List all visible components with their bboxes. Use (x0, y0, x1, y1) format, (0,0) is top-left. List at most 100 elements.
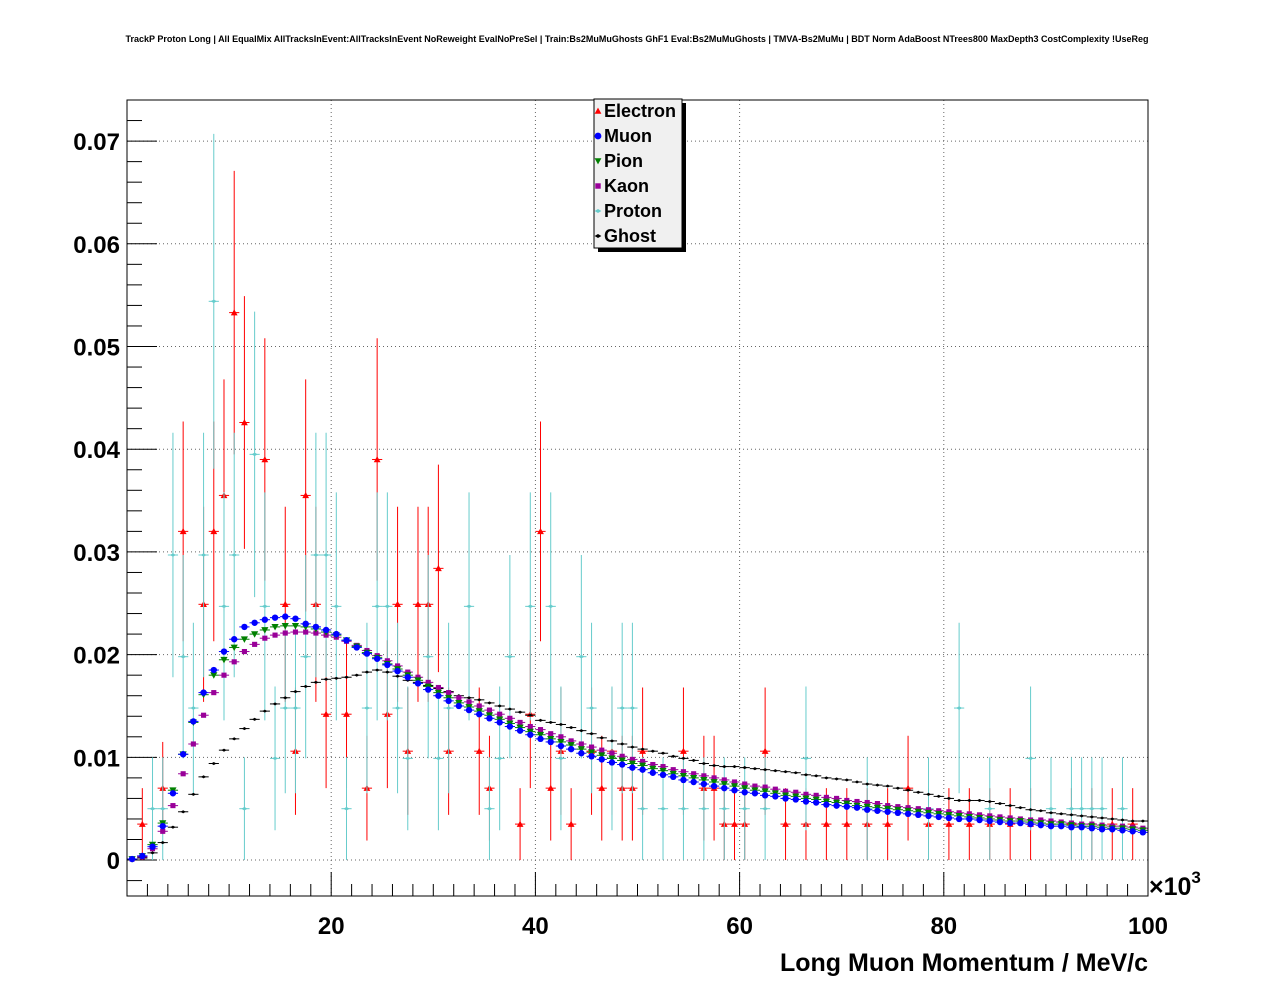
legend-marker (594, 208, 602, 214)
muon-point (351, 644, 362, 651)
proton-point (954, 622, 965, 794)
ghost-point (1066, 813, 1077, 817)
ghost-point (708, 763, 720, 768)
proton-point (331, 492, 342, 721)
ghost-point (188, 792, 199, 796)
muon-point (964, 815, 975, 823)
ghost-point (1086, 815, 1097, 819)
proton-point (382, 492, 393, 721)
muon-point (617, 761, 628, 768)
kaon-point (872, 801, 883, 807)
ghost-point (770, 769, 781, 773)
ghost-point (637, 747, 648, 751)
kaon-point (402, 669, 413, 675)
muon-point (208, 666, 219, 674)
kaon-point (1045, 818, 1057, 824)
ghost-point (617, 742, 628, 746)
muon-point (341, 637, 352, 644)
pion-point (280, 622, 291, 630)
kaon-point (535, 727, 546, 733)
muon-point (729, 787, 740, 794)
muon-point (198, 689, 209, 696)
muon-point (831, 802, 842, 809)
ghost-point (1096, 816, 1108, 820)
muon-point (1137, 829, 1148, 836)
y-tick-label: 0.03 (73, 540, 120, 567)
kaon-point (382, 658, 393, 664)
ghost-point (392, 674, 403, 678)
kaon-point (974, 812, 985, 818)
proton-point (1117, 757, 1128, 861)
proton-point (167, 432, 179, 678)
series-pion (127, 622, 1148, 863)
ghost-point (811, 774, 822, 778)
kaon-point (198, 712, 209, 718)
muon-point (1066, 823, 1077, 831)
muon-point (923, 812, 934, 820)
pion-point (239, 636, 250, 643)
pion-point (586, 749, 597, 756)
kaon-point (923, 807, 934, 813)
ghost-point (1015, 806, 1026, 810)
kaon-point (453, 695, 464, 701)
muon-point (535, 735, 546, 743)
muon-point (739, 789, 750, 796)
axes: 20 40 60 80 100 0 0.01 0.02 0.03 0.04 0.05 0.06 0.07 (73, 120, 1168, 940)
legend-label: Electron (604, 101, 676, 121)
muon-point (1045, 822, 1057, 830)
kaon-point (229, 659, 240, 665)
pion-point (729, 783, 740, 790)
kaon-point (964, 811, 975, 817)
proton-point (576, 555, 587, 759)
ghost-point (382, 670, 393, 674)
muon-point (382, 661, 393, 669)
kaon-point (780, 788, 791, 794)
pion-point (566, 742, 577, 749)
kaon-point (668, 767, 679, 773)
ghost-point (1035, 809, 1046, 813)
proton-point (198, 432, 209, 678)
muon-point (392, 667, 403, 675)
ghost-point (698, 761, 709, 766)
legend-marker (594, 158, 602, 165)
muon-point (545, 738, 556, 746)
muon-point (862, 806, 873, 813)
proton-point (545, 492, 556, 721)
ghost-point (647, 749, 658, 753)
legend-label: Kaon (604, 176, 649, 196)
ghost-point (229, 737, 240, 741)
proton-point (739, 757, 750, 861)
ghost-point (372, 668, 383, 672)
kaon-point (678, 769, 689, 775)
muon-point (525, 731, 536, 738)
ghost-point (147, 851, 158, 855)
ghost-point (994, 802, 1006, 806)
muon-point (596, 756, 607, 763)
kaon-point (504, 715, 515, 721)
muon-point (157, 822, 168, 830)
electron-point (729, 788, 740, 861)
kaon-point (566, 738, 577, 744)
kaon-point (545, 731, 556, 737)
muon-point (719, 784, 730, 792)
ghost-point (320, 677, 332, 681)
ghost-point (1076, 814, 1087, 818)
kaon-point (800, 791, 812, 797)
kaon-point (902, 805, 914, 811)
proton-point (280, 622, 291, 794)
proton-point (984, 757, 995, 861)
kaon-point (882, 803, 893, 809)
proton-point (433, 686, 444, 831)
proton-point (698, 757, 709, 861)
ghost-point (749, 767, 761, 771)
proton-point (719, 757, 730, 861)
muon-point (780, 795, 791, 802)
ghost-point (780, 770, 791, 774)
electron-point (545, 735, 556, 841)
muon-point (127, 855, 138, 863)
proton-point (443, 622, 454, 794)
ghost-point (790, 771, 801, 775)
electron-point (1127, 788, 1138, 861)
ghost-point (841, 778, 852, 782)
muon-point (290, 615, 301, 622)
